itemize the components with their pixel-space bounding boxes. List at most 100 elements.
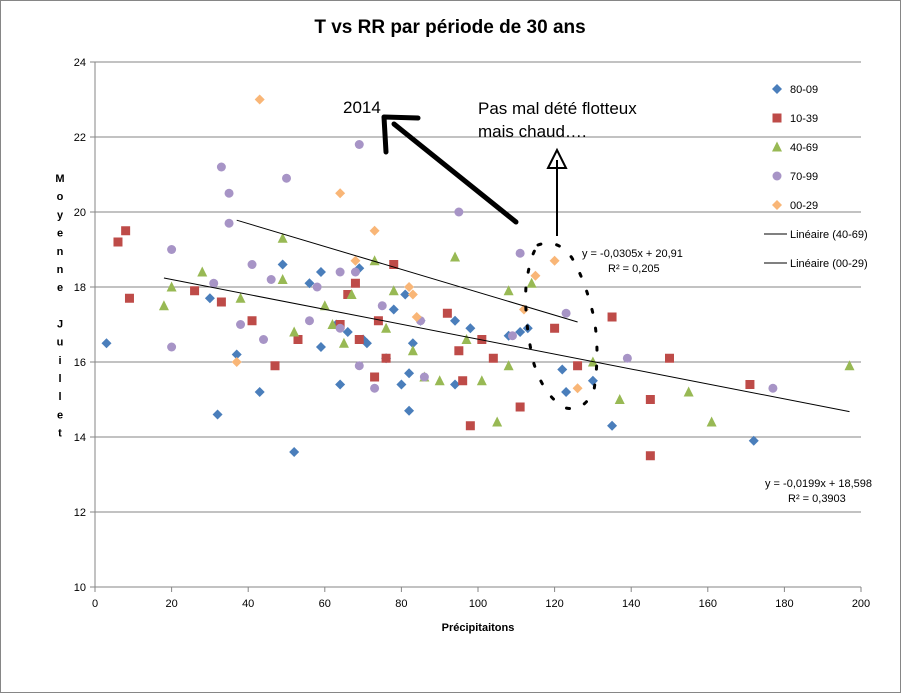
- legend-label-80-09: 80-09: [790, 84, 818, 96]
- trendline-0: [236, 219, 578, 323]
- data-point-40-69: [450, 251, 461, 262]
- data-point-10-39: [381, 353, 391, 363]
- data-point-70-99: [354, 140, 364, 149]
- data-point-40-69: [683, 386, 694, 397]
- data-point-10-39: [442, 308, 452, 318]
- trend-40-69-r2: R² = 0,205: [608, 263, 660, 275]
- legend-marker-70-99: [772, 171, 782, 181]
- data-point-80-09: [204, 293, 215, 304]
- data-point-10-39: [121, 226, 131, 236]
- series-00-29: [231, 94, 583, 394]
- data-point-80-09: [342, 327, 353, 337]
- data-point-70-99: [507, 331, 517, 341]
- data-point-70-99: [350, 267, 360, 277]
- data-point-10-39: [373, 316, 383, 326]
- data-point-70-99: [167, 245, 177, 254]
- data-point-00-29: [411, 312, 422, 322]
- y-axis-title-letter: u: [57, 337, 64, 349]
- data-points: [101, 94, 855, 461]
- arrow-to-2014-shaft: [391, 121, 519, 225]
- data-point-70-99: [335, 267, 345, 277]
- series-70-99: [167, 140, 778, 393]
- annotation-line-1: Pas mal dété flotteux: [478, 99, 637, 118]
- y-axis-title-letter: o: [57, 191, 64, 203]
- data-point-40-69: [461, 334, 472, 344]
- data-point-10-39: [550, 323, 560, 333]
- data-point-40-69: [492, 416, 503, 427]
- annotation-line-2: mais chaud….: [478, 122, 587, 141]
- y-axis-title-letter: M: [55, 173, 64, 185]
- data-point-40-69: [346, 289, 357, 299]
- legend-label-trend-1: Linéaire (00-29): [790, 258, 868, 270]
- data-point-80-09: [101, 338, 112, 349]
- chart-title: T vs RR par période de 30 ans: [314, 17, 585, 38]
- x-tick-label: 140: [622, 598, 640, 610]
- y-tick-label: 10: [74, 582, 86, 594]
- trendline-1: [163, 277, 850, 413]
- data-point-40-69: [338, 337, 349, 348]
- axes: [90, 61, 862, 592]
- data-point-80-09: [450, 379, 461, 390]
- data-point-10-39: [124, 293, 134, 303]
- data-point-10-39: [488, 353, 498, 363]
- x-tick-label: 60: [319, 598, 331, 610]
- data-point-10-39: [465, 421, 475, 431]
- series-80-09: [101, 259, 759, 457]
- data-point-10-39: [607, 312, 617, 322]
- data-point-40-69: [476, 375, 487, 386]
- data-point-10-39: [293, 335, 303, 344]
- legend-marker-80-09: [772, 84, 782, 94]
- data-point-80-09: [388, 304, 399, 315]
- data-point-00-29: [530, 270, 541, 281]
- data-point-40-69: [526, 277, 537, 288]
- data-point-10-39: [247, 316, 257, 326]
- data-point-40-69: [319, 300, 330, 311]
- data-point-80-09: [465, 323, 476, 334]
- legend-label-10-39: 10-39: [790, 113, 818, 125]
- trend-40-69-equation: y = -0,0305x + 20,91: [582, 248, 683, 260]
- data-point-80-09: [212, 409, 223, 420]
- data-point-40-69: [503, 285, 514, 296]
- data-point-70-99: [209, 278, 219, 288]
- y-axis-title-letter: e: [57, 228, 63, 240]
- data-point-40-69: [197, 266, 208, 277]
- x-tick-label: 20: [165, 598, 177, 610]
- x-tick-label: 120: [545, 598, 563, 610]
- data-point-40-69: [166, 281, 177, 292]
- data-point-80-09: [231, 349, 242, 360]
- data-point-70-99: [454, 207, 464, 217]
- data-point-40-69: [388, 285, 399, 296]
- data-point-40-69: [503, 360, 514, 371]
- data-point-10-39: [515, 402, 525, 412]
- x-tick-label: 40: [242, 598, 254, 610]
- data-point-70-99: [167, 342, 177, 352]
- y-tick-label: 22: [74, 132, 86, 144]
- data-point-10-39: [458, 376, 468, 386]
- trendlines: [163, 219, 850, 413]
- data-point-70-99: [354, 361, 364, 371]
- data-point-70-99: [266, 275, 276, 284]
- data-point-10-39: [190, 286, 200, 296]
- data-point-70-99: [224, 218, 234, 228]
- data-point-80-09: [254, 387, 265, 397]
- data-point-10-39: [370, 372, 380, 382]
- data-point-40-69: [381, 322, 392, 333]
- data-point-80-09: [361, 338, 372, 349]
- legend-marker-00-29: [772, 200, 782, 210]
- data-point-10-39: [354, 335, 364, 344]
- data-point-70-99: [370, 383, 380, 393]
- data-point-40-69: [235, 292, 246, 303]
- data-point-70-99: [561, 308, 571, 318]
- data-point-70-99: [259, 335, 269, 344]
- data-point-40-69: [277, 232, 288, 243]
- arrow-up-head: [546, 147, 568, 169]
- data-point-70-99: [304, 316, 314, 326]
- data-point-00-29: [350, 255, 361, 266]
- y-axis-title-letter: y: [57, 209, 64, 221]
- y-axis-title-letter: n: [57, 264, 64, 276]
- y-tick-label: 24: [74, 57, 86, 69]
- data-point-00-29: [369, 225, 380, 236]
- data-point-80-09: [304, 278, 315, 289]
- x-tick-label: 80: [395, 598, 407, 610]
- y-tick-labels: 10 12 14 16 18 20 22 24: [74, 57, 86, 594]
